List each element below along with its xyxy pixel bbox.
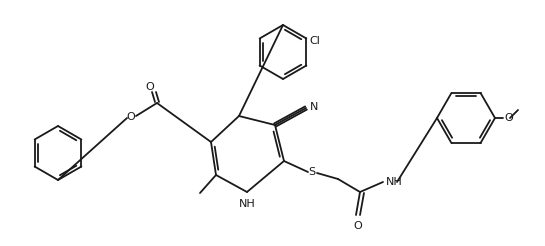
Text: O: O <box>146 82 154 92</box>
Text: NH: NH <box>386 177 403 187</box>
Text: Cl: Cl <box>310 35 320 46</box>
Text: N: N <box>310 102 318 112</box>
Text: O: O <box>354 221 362 231</box>
Text: O: O <box>126 112 135 122</box>
Text: O: O <box>504 113 513 123</box>
Text: S: S <box>308 167 316 177</box>
Text: NH: NH <box>239 199 256 209</box>
